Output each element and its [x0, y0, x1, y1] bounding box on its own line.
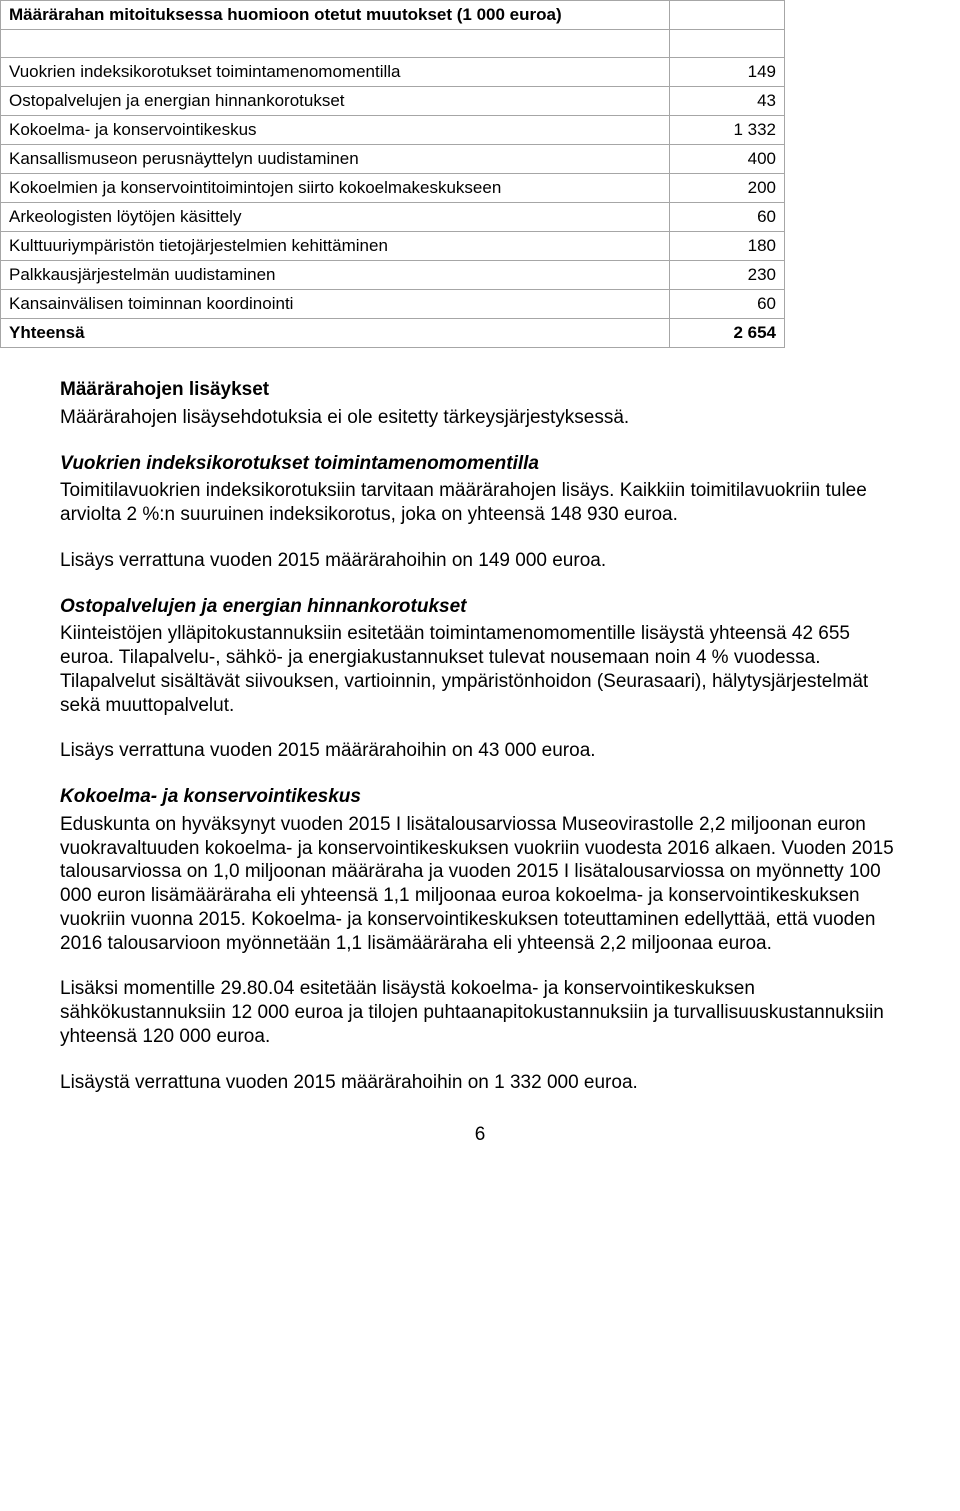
section-1-p2: Lisäys verrattuna vuoden 2015 määrärahoi… — [60, 549, 900, 573]
table-row: Kansallismuseon perusnäyttelyn uudistami… — [1, 145, 785, 174]
table-spacer-row — [1, 30, 785, 58]
table-header-empty — [670, 1, 785, 30]
page-number: 6 — [60, 1124, 900, 1146]
row-label: Palkkausjärjestelmän uudistaminen — [1, 261, 670, 290]
row-value: 230 — [670, 261, 785, 290]
document-body: Määrärahojen lisäykset Määrärahojen lisä… — [0, 378, 960, 1186]
table-row: Kokoelmien ja konservointitoimintojen si… — [1, 174, 785, 203]
table-row: Kulttuuriympäristön tietojärjestelmien k… — [1, 232, 785, 261]
section-1-p1: Toimitilavuokrien indeksikorotuksiin tar… — [60, 479, 900, 527]
row-value: 43 — [670, 87, 785, 116]
table-row: Palkkausjärjestelmän uudistaminen 230 — [1, 261, 785, 290]
row-label: Kansainvälisen toiminnan koordinointi — [1, 290, 670, 319]
section-2-p1: Kiinteistöjen ylläpitokustannuksiin esit… — [60, 622, 900, 717]
budget-changes-table: Määrärahan mitoituksessa huomioon otetut… — [0, 0, 785, 348]
table-row: Kansainvälisen toiminnan koordinointi 60 — [1, 290, 785, 319]
row-label: Vuokrien indeksikorotukset toimintamenom… — [1, 58, 670, 87]
row-value: 180 — [670, 232, 785, 261]
table-header-row: Määrärahan mitoituksessa huomioon otetut… — [1, 1, 785, 30]
row-value: 400 — [670, 145, 785, 174]
section-1-title: Vuokrien indeksikorotukset toimintamenom… — [60, 452, 900, 476]
table-row: Arkeologisten löytöjen käsittely 60 — [1, 203, 785, 232]
row-label: Kansallismuseon perusnäyttelyn uudistami… — [1, 145, 670, 174]
main-heading: Määrärahojen lisäykset — [60, 378, 900, 402]
row-label: Kokoelma- ja konservointikeskus — [1, 116, 670, 145]
table-row: Ostopalvelujen ja energian hinnankorotuk… — [1, 87, 785, 116]
row-value: 149 — [670, 58, 785, 87]
section-3-title: Kokoelma- ja konservointikeskus — [60, 785, 900, 809]
row-value: 200 — [670, 174, 785, 203]
table-row: Kokoelma- ja konservointikeskus 1 332 — [1, 116, 785, 145]
table-total-row: Yhteensä 2 654 — [1, 319, 785, 348]
section-3-p1: Eduskunta on hyväksynyt vuoden 2015 I li… — [60, 813, 900, 956]
row-label: Ostopalvelujen ja energian hinnankorotuk… — [1, 87, 670, 116]
section-3-p3: Lisäystä verrattuna vuoden 2015 määrärah… — [60, 1071, 900, 1095]
intro-paragraph: Määrärahojen lisäysehdotuksia ei ole esi… — [60, 406, 900, 430]
row-value: 1 332 — [670, 116, 785, 145]
total-label: Yhteensä — [1, 319, 670, 348]
section-2-title: Ostopalvelujen ja energian hinnankorotuk… — [60, 595, 900, 619]
section-2-p2: Lisäys verrattuna vuoden 2015 määrärahoi… — [60, 739, 900, 763]
row-label: Kokoelmien ja konservointitoimintojen si… — [1, 174, 670, 203]
table-row: Vuokrien indeksikorotukset toimintamenom… — [1, 58, 785, 87]
section-3-p2: Lisäksi momentille 29.80.04 esitetään li… — [60, 977, 900, 1048]
total-value: 2 654 — [670, 319, 785, 348]
row-value: 60 — [670, 203, 785, 232]
row-value: 60 — [670, 290, 785, 319]
row-label: Arkeologisten löytöjen käsittely — [1, 203, 670, 232]
table-header-label: Määrärahan mitoituksessa huomioon otetut… — [1, 1, 670, 30]
row-label: Kulttuuriympäristön tietojärjestelmien k… — [1, 232, 670, 261]
